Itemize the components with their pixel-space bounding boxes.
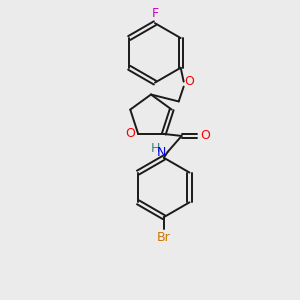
Text: O: O bbox=[185, 75, 194, 88]
Text: N: N bbox=[156, 146, 166, 159]
Text: H: H bbox=[151, 142, 160, 155]
Text: F: F bbox=[152, 7, 158, 20]
Text: Br: Br bbox=[157, 231, 171, 244]
Text: O: O bbox=[200, 129, 210, 142]
Text: O: O bbox=[125, 128, 135, 140]
